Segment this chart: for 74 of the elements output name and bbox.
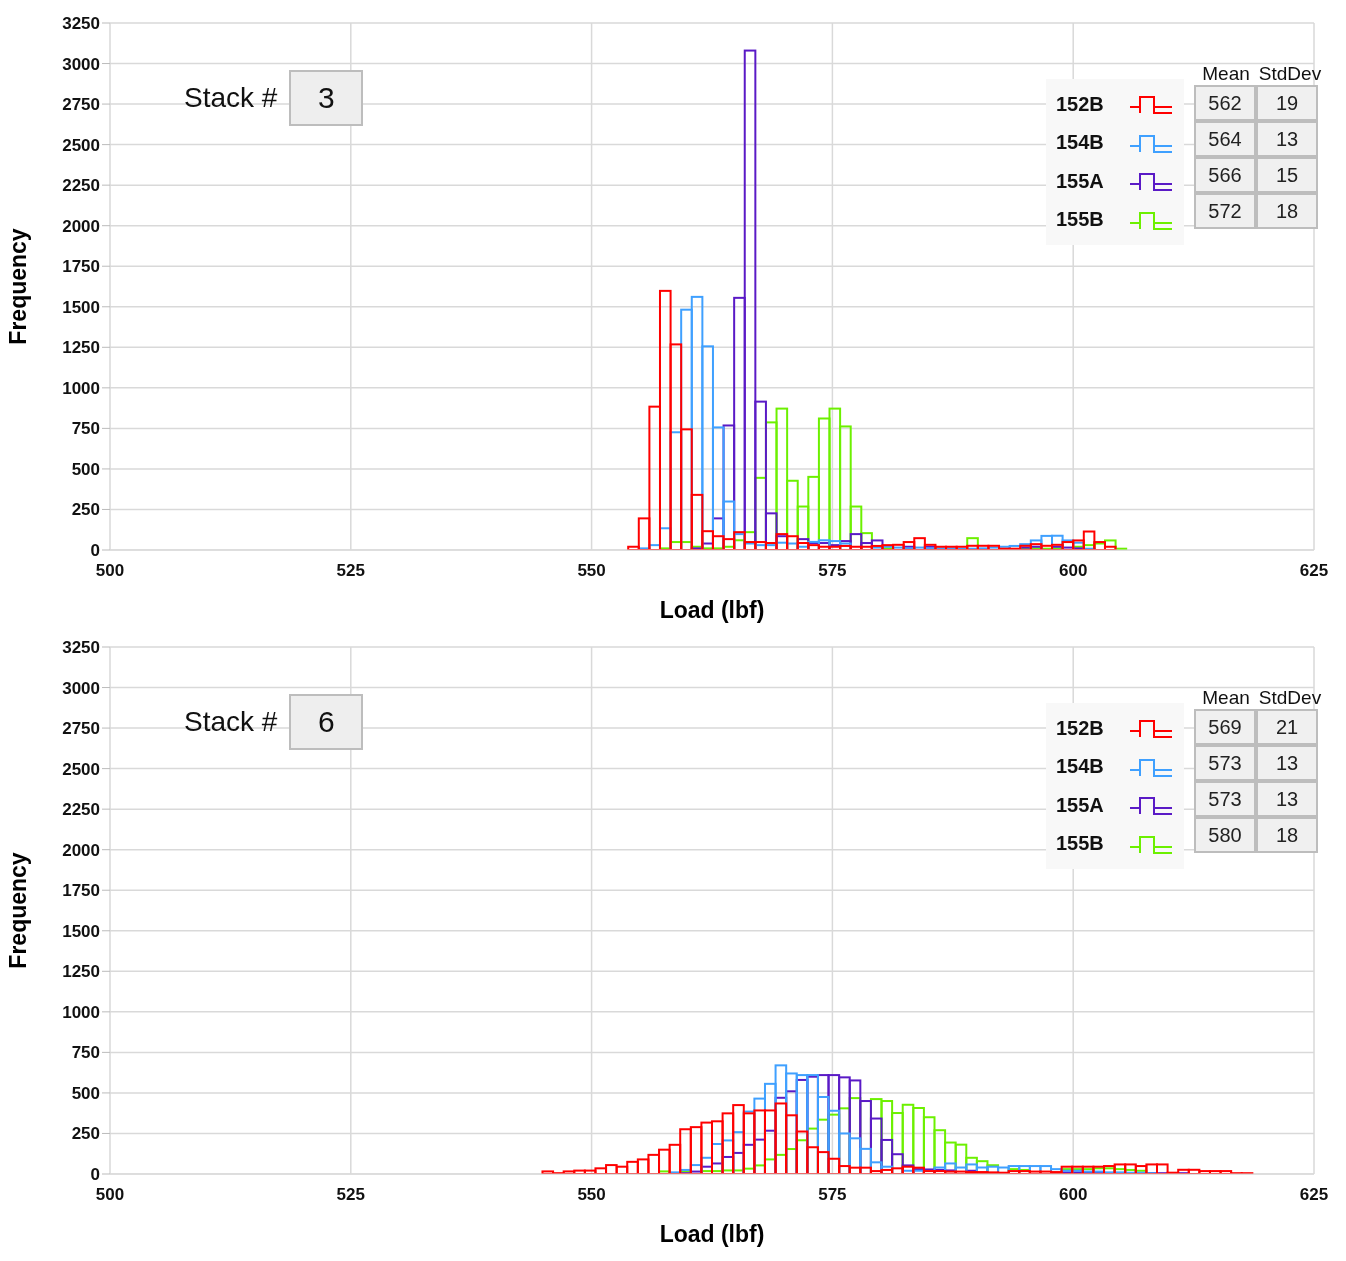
- y-tick-label: 3000: [62, 678, 100, 698]
- y-tick-label: 750: [71, 419, 100, 439]
- legend-label: 154B: [1056, 131, 1105, 155]
- y-axis-title: Frequency: [5, 228, 32, 345]
- table-cell: 572: [1194, 193, 1256, 229]
- x-axis-title: Load (lbf): [659, 597, 765, 623]
- label-box: 3: [289, 70, 364, 126]
- y-tick-label: 2250: [62, 176, 100, 196]
- y-tick-label: 2000: [62, 840, 100, 860]
- y-tick-label: 1500: [62, 921, 100, 941]
- table-cell: 569: [1194, 709, 1256, 745]
- y-tick-label: 1750: [62, 881, 100, 901]
- y-tick-label: 1250: [62, 338, 100, 358]
- annotation: StdDev: [1258, 63, 1322, 85]
- legend-label: 155A: [1056, 169, 1105, 193]
- table-cell: 13: [1256, 745, 1318, 781]
- annotation: StdDev: [1258, 687, 1322, 709]
- x-tick-label: 525: [336, 1185, 365, 1205]
- table-cell: 573: [1194, 781, 1256, 817]
- table-cell: 19: [1256, 85, 1318, 121]
- table-cell: 580: [1194, 817, 1256, 853]
- x-tick-label: 600: [1059, 1185, 1088, 1205]
- legend-label: 152B: [1056, 92, 1105, 116]
- x-tick-label: 625: [1299, 561, 1329, 581]
- annotation: Stack #: [184, 706, 278, 738]
- x-tick-label: 550: [577, 1185, 606, 1205]
- label-box: 6: [289, 694, 364, 750]
- y-tick-label: 3000: [62, 54, 100, 74]
- table-cell: 21: [1256, 709, 1318, 745]
- x-tick-label: 525: [336, 561, 365, 581]
- legend-label: 155B: [1056, 208, 1105, 232]
- legend-label: 155A: [1056, 793, 1105, 817]
- y-tick-label: 2500: [62, 135, 100, 155]
- y-tick-label: 0: [90, 1165, 100, 1185]
- y-tick-label: 750: [71, 1043, 100, 1063]
- y-tick-label: 1000: [62, 1002, 100, 1022]
- y-tick-label: 1750: [62, 257, 100, 277]
- legend-label: 155B: [1056, 832, 1105, 856]
- y-tick-label: 2250: [62, 800, 100, 820]
- y-tick-label: 2750: [62, 95, 100, 115]
- table-cell: 18: [1256, 817, 1318, 853]
- table-cell: 566: [1194, 157, 1256, 193]
- y-axis-title: Frequency: [5, 852, 32, 969]
- legend-label: 152B: [1056, 716, 1105, 740]
- y-tick-label: 0: [90, 541, 100, 561]
- x-tick-label: 575: [818, 1185, 847, 1205]
- table-cell: 573: [1194, 745, 1256, 781]
- x-tick-label: 575: [818, 561, 847, 581]
- annotation: Mean: [1201, 63, 1251, 85]
- table-cell: 13: [1256, 781, 1318, 817]
- y-tick-label: 3250: [62, 638, 100, 658]
- y-tick-label: 2500: [62, 759, 100, 779]
- x-tick-label: 550: [577, 561, 606, 581]
- legend-label: 154B: [1056, 755, 1105, 779]
- table-cell: 15: [1256, 157, 1318, 193]
- x-tick-label: 600: [1059, 561, 1088, 581]
- y-tick-label: 1000: [62, 378, 100, 398]
- table-cell: 13: [1256, 121, 1318, 157]
- y-tick-label: 500: [71, 1083, 100, 1103]
- annotation: Stack #: [184, 82, 278, 114]
- x-tick-label: 625: [1299, 1185, 1329, 1205]
- table-cell: 562: [1194, 85, 1256, 121]
- table-cell: 564: [1194, 121, 1256, 157]
- y-tick-label: 2000: [62, 216, 100, 236]
- y-tick-label: 1250: [62, 962, 100, 982]
- x-axis-title: Load (lbf): [659, 1221, 765, 1247]
- y-tick-label: 250: [71, 500, 100, 520]
- y-tick-label: 250: [71, 1124, 100, 1144]
- y-tick-label: 2750: [62, 719, 100, 739]
- table-cell: 18: [1256, 193, 1318, 229]
- annotation: Mean: [1201, 687, 1251, 709]
- y-tick-label: 1500: [62, 297, 100, 317]
- y-tick-label: 3250: [62, 14, 100, 34]
- y-tick-label: 500: [71, 459, 100, 479]
